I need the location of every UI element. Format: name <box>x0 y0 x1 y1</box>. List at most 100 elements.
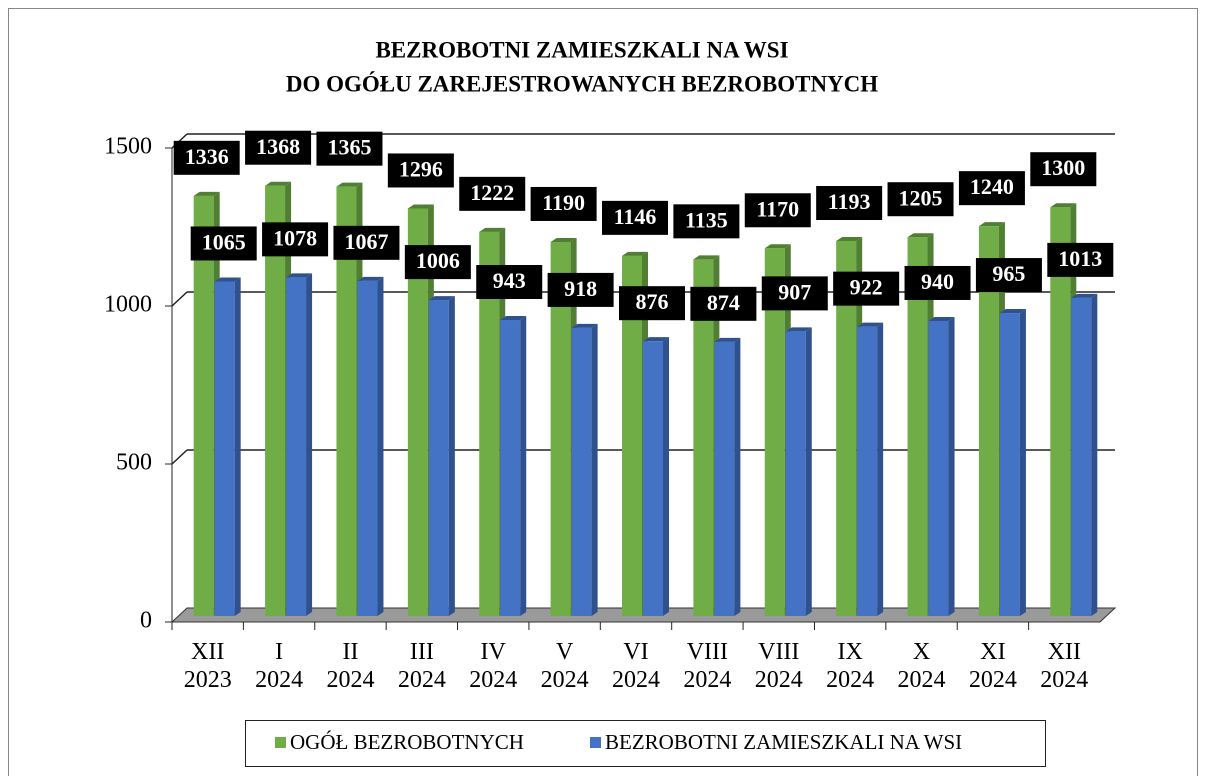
bar-top <box>714 337 741 342</box>
value-label-box <box>761 276 828 311</box>
bar-front <box>1050 207 1071 616</box>
value-label-box <box>816 186 883 221</box>
bar-top <box>357 276 384 281</box>
value-label-box <box>459 176 526 211</box>
bar-side <box>734 337 741 616</box>
bar-front <box>357 280 378 616</box>
value-label: 1013 <box>1058 246 1102 271</box>
value-label-box <box>904 265 971 300</box>
bar <box>643 337 669 616</box>
value-label-box <box>1047 242 1114 277</box>
x-tick-label: VIII 2024 <box>683 639 732 693</box>
x-tick-label: V 2024 <box>540 639 589 693</box>
chart-title: DO OGÓŁU ZAREJESTROWANYCH BEZROBOTNYCH <box>286 70 878 96</box>
bar-top <box>550 237 577 242</box>
bar-front <box>336 186 357 616</box>
bar-top <box>479 227 506 232</box>
value-label-box <box>547 272 614 307</box>
bar-top <box>643 337 669 342</box>
bar-top <box>571 323 598 328</box>
bar-front <box>693 259 714 616</box>
bar <box>357 276 384 616</box>
bar-top <box>999 309 1026 314</box>
bar-top <box>286 273 313 278</box>
bar-top <box>764 244 791 249</box>
value-label-box <box>1030 152 1097 187</box>
x-tick-label: I 2024 <box>255 639 304 693</box>
bar-front <box>550 241 571 616</box>
value-label: 940 <box>921 269 954 294</box>
value-label: 1190 <box>542 190 585 215</box>
value-label: 907 <box>778 279 811 304</box>
grid-line <box>171 291 188 307</box>
bar-side <box>448 296 455 616</box>
bar-top <box>214 277 241 282</box>
bar-front <box>643 341 663 616</box>
chart-title: BEZROBOTNI ZAMIESZKALI NA WSI <box>375 37 788 62</box>
bar-side <box>520 316 527 616</box>
bar-front <box>857 326 878 616</box>
bar-side <box>948 316 955 616</box>
bar-front <box>479 231 500 616</box>
bar-front <box>571 327 592 616</box>
bar-top <box>500 316 527 321</box>
bar-top <box>407 204 434 209</box>
bar <box>785 327 812 616</box>
value-label: 1193 <box>828 189 871 214</box>
bar-side <box>877 322 884 616</box>
bar-side <box>306 273 313 616</box>
value-label: 1170 <box>756 196 799 221</box>
value-label-box <box>530 186 597 221</box>
value-labels: 1336 1065 1368 1078 1365 1067 1296 1006 1222 943 1… <box>173 130 1114 321</box>
value-label: 965 <box>992 261 1025 286</box>
bar-front <box>836 241 857 616</box>
value-label-box <box>975 258 1042 293</box>
bar-top <box>622 251 648 256</box>
bar <box>286 273 313 616</box>
bar <box>714 337 741 616</box>
y-tick-label: 500 <box>116 450 152 476</box>
bar-side <box>805 327 812 616</box>
value-label: 1205 <box>899 185 943 210</box>
bar <box>999 309 1026 616</box>
bar-side <box>234 277 241 616</box>
value-label-box <box>673 204 740 239</box>
value-label-box <box>602 200 668 235</box>
x-tick-label: VI 2024 <box>612 639 660 693</box>
bar-side <box>1091 293 1098 616</box>
bar-top <box>1050 203 1077 208</box>
x-tick-label: II 2024 <box>326 639 375 693</box>
bar <box>1071 293 1098 616</box>
bar-side <box>377 276 384 616</box>
bar-front <box>928 320 949 616</box>
value-label: 1065 <box>202 230 246 255</box>
bar-top <box>857 322 884 327</box>
value-label: 1365 <box>327 135 371 160</box>
y-tick-label: 1000 <box>104 292 152 318</box>
value-label: 1135 <box>685 207 728 232</box>
value-label: 1222 <box>470 180 514 205</box>
grid-line <box>171 449 188 465</box>
value-label-box <box>833 271 900 306</box>
legend-label: OGÓŁ BEZROBOTNYCH <box>290 730 524 754</box>
bar-side <box>663 337 669 616</box>
x-tick-label: XII 2023 <box>183 639 232 693</box>
bar-front <box>764 248 785 616</box>
value-label-box <box>262 222 329 257</box>
bar-front <box>286 277 307 616</box>
bar-front <box>714 341 735 616</box>
value-label: 876 <box>636 289 669 314</box>
value-label-box <box>404 245 471 280</box>
value-label: 922 <box>850 275 883 300</box>
legend-swatch <box>590 737 601 748</box>
legend-label: BEZROBOTNI ZAMIESZKALI NA WSI <box>605 730 962 754</box>
x-tick-label: VIII 2024 <box>754 639 803 693</box>
value-label-box <box>690 286 757 321</box>
value-label-box <box>387 153 454 188</box>
bar-front <box>622 255 642 616</box>
bar <box>500 316 527 616</box>
value-label-box <box>173 140 240 175</box>
bar-side <box>1019 309 1026 616</box>
bar-top <box>836 237 863 242</box>
bar-front <box>785 331 806 616</box>
